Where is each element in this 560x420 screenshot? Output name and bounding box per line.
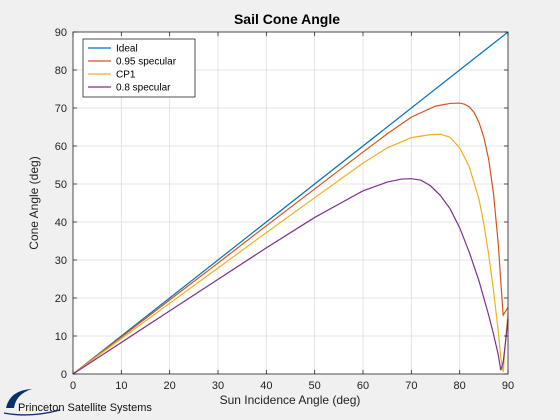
logo-orbit-icon: [3, 409, 61, 416]
x-tick-label: 10: [115, 380, 127, 392]
logo-swoosh-icon: [6, 389, 32, 408]
x-axis-label: Sun Incidence Angle (deg): [220, 393, 361, 407]
y-tick-label: 80: [55, 65, 67, 77]
y-tick-label: 90: [55, 27, 67, 39]
y-tick-label: 40: [55, 217, 67, 229]
legend-entry-3: 0.8 specular: [116, 83, 171, 94]
x-tick-label: 90: [502, 380, 514, 392]
legend-entry-2: CP1: [116, 70, 136, 81]
series-line-1: [72, 102, 509, 375]
x-tick-label: 30: [212, 380, 224, 392]
series-line-3: [72, 178, 509, 375]
logo-text: Princeton Satellite Systems: [18, 402, 152, 414]
y-tick-label: 60: [55, 141, 67, 153]
legend-entry-1: 0.95 specular: [116, 57, 177, 68]
grid: [72, 31, 509, 375]
y-tick-label: 50: [55, 179, 67, 191]
chart-title: Sail Cone Angle: [234, 11, 340, 27]
x-tick-label: 80: [454, 380, 466, 392]
axis-ticks: 0 10 20 30 40 50 60 70 80 90 0 10 20 30 40 50 60 70 80 90: [55, 27, 514, 392]
x-tick-label: 60: [357, 380, 369, 392]
y-tick-label: 30: [55, 255, 67, 267]
y-tick-label: 10: [55, 331, 67, 343]
x-tick-label: 70: [405, 380, 417, 392]
company-logo: Princeton Satellite Systems: [3, 389, 152, 416]
series-line-0: [72, 31, 509, 375]
legend: Ideal 0.95 specular CP1 0.8 specular: [82, 38, 196, 98]
plot-frame: [72, 31, 509, 375]
y-tick-label: 70: [55, 103, 67, 115]
y-tick-label: 0: [61, 369, 67, 381]
y-tick-label: 20: [55, 293, 67, 305]
series-line-2: [72, 133, 509, 375]
legend-entry-0: Ideal: [116, 44, 138, 55]
y-axis-label: Cone Angle (deg): [27, 156, 41, 249]
x-tick-label: 0: [70, 380, 76, 392]
series-lines: [72, 31, 509, 375]
x-tick-label: 40: [260, 380, 272, 392]
x-tick-label: 50: [309, 380, 321, 392]
x-tick-label: 20: [164, 380, 176, 392]
